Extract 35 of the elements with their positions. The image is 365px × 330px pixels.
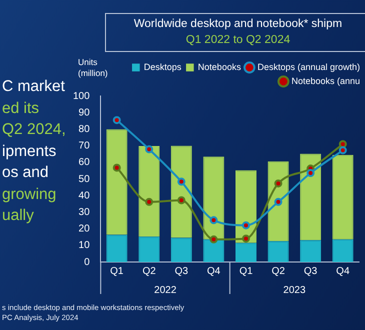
y-tick-label: 70 — [78, 140, 90, 152]
y-tick-label: 90 — [78, 107, 90, 118]
y-tick-label: 30 — [78, 206, 90, 218]
x-tick-label: Q1 — [110, 266, 124, 277]
y-tick-label: 60 — [78, 157, 90, 168]
x-tick-label: Q4 — [207, 266, 221, 277]
y-tick-label: 10 — [78, 240, 90, 252]
x-tick-label: Q4 — [336, 266, 350, 277]
text: ually — [2, 206, 35, 226]
y-tick-label: 40 — [78, 190, 90, 202]
text: os and — [2, 163, 50, 183]
y-axis-title: Units (million) — [78, 57, 108, 79]
text: ed its — [2, 98, 40, 118]
text: growing — [2, 184, 58, 204]
y-tick-label: 20 — [78, 224, 90, 235]
y-tick-label: 80 — [78, 124, 90, 135]
x-tick-label: Q1 — [239, 266, 254, 277]
legend-label: Desktops (annual growth) — [257, 62, 360, 72]
x-tick-label: Q3 — [304, 266, 318, 277]
x-tick-label: Q2 — [272, 266, 286, 277]
text: 2022 — [154, 284, 177, 296]
text: Q2 2024, — [2, 120, 67, 140]
legend-label: Notebooks — [198, 62, 242, 72]
text: ipments — [2, 142, 58, 162]
text: C market — [2, 77, 66, 97]
chart-subtitle: Q1 2022 to Q2 2024 — [184, 33, 292, 48]
y-tick-label: 100 — [72, 90, 90, 102]
chart-title: Worldwide desktop and notebook* shipm — [132, 17, 344, 32]
legend-label: Desktops — [144, 62, 182, 72]
x-tick-label: Q3 — [174, 266, 189, 277]
y-tick-label: 0 — [84, 256, 90, 268]
text: 2023 — [283, 284, 306, 296]
x-tick-label: Q2 — [142, 266, 156, 277]
y-tick-label: 50 — [78, 174, 90, 185]
legend-label: Notebooks (annu — [291, 76, 360, 86]
